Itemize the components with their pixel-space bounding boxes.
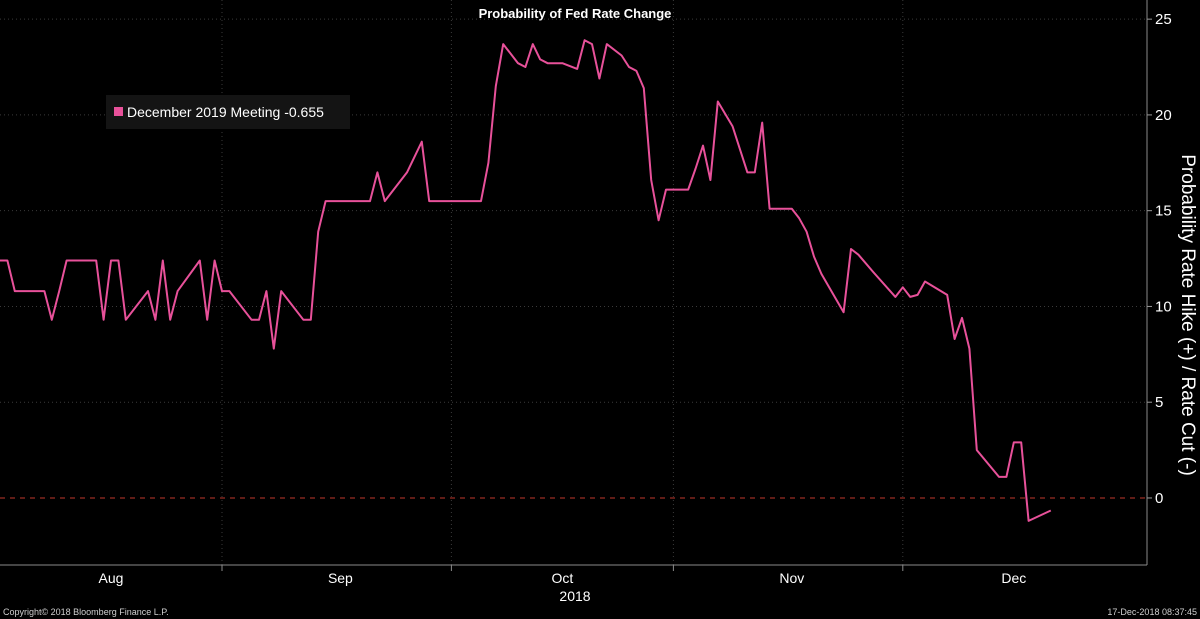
x-axis-label: 2018 (559, 588, 590, 604)
y-tick-label: 10 (1155, 298, 1172, 315)
legend: December 2019 Meeting -0.655 (106, 95, 350, 129)
y-axis-ticks: 0 5 10 15 20 25 (1147, 11, 1172, 507)
axes (0, 0, 1148, 566)
y-tick-label: 0 (1155, 490, 1163, 507)
x-axis-ticks: Aug Sep Oct Nov Dec (99, 565, 1026, 586)
y-axis-label: Probability Rate Hike (+) / Rate Cut (-) (1177, 154, 1198, 476)
copyright-text: Copyright© 2018 Bloomberg Finance L.P. (3, 607, 169, 617)
y-tick-label: 20 (1155, 107, 1172, 124)
chart-title: Probability of Fed Rate Change (479, 6, 672, 21)
x-tick-label: Sep (328, 570, 353, 586)
x-tick-label: Oct (552, 570, 574, 586)
timestamp-text: 17-Dec-2018 08:37:45 (1107, 607, 1197, 617)
y-tick-label: 25 (1155, 11, 1172, 28)
legend-swatch (114, 107, 123, 116)
x-tick-label: Nov (779, 570, 804, 586)
y-tick-label: 5 (1155, 394, 1163, 411)
legend-entry: December 2019 Meeting -0.655 (127, 104, 324, 120)
legend-box (106, 95, 350, 129)
x-tick-label: Aug (99, 570, 124, 586)
y-tick-label: 15 (1155, 203, 1172, 220)
x-tick-label: Dec (1001, 570, 1026, 586)
series-line (0, 39, 1052, 522)
series-layer (0, 39, 1052, 522)
